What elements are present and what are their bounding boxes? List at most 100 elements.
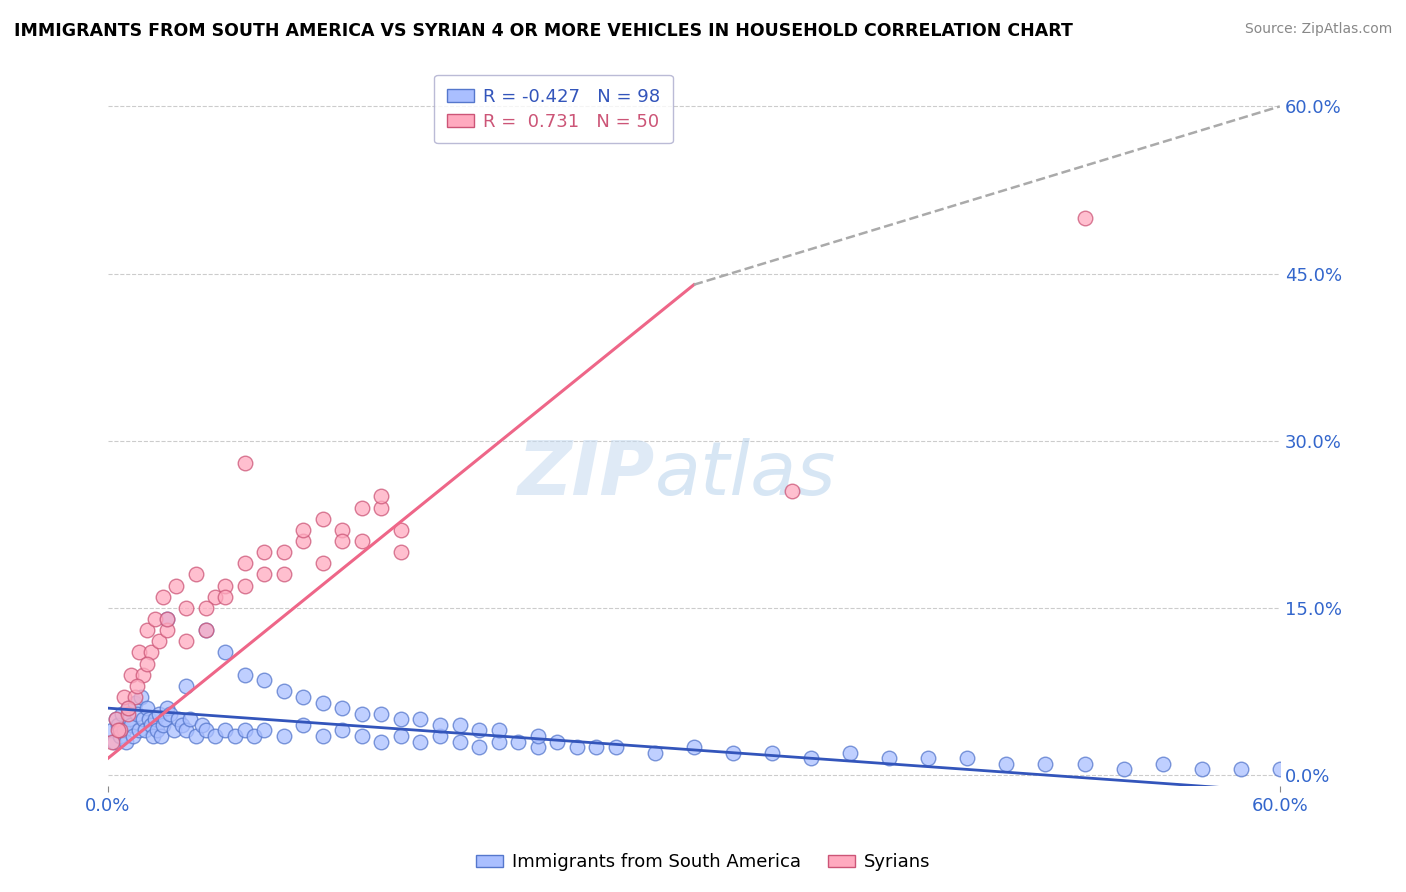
Point — [292, 523, 315, 537]
Point — [155, 623, 177, 637]
Point — [565, 740, 588, 755]
Point — [163, 723, 186, 738]
Point — [233, 667, 256, 681]
Point — [155, 701, 177, 715]
Point — [546, 734, 568, 748]
Point — [877, 751, 900, 765]
Point — [155, 612, 177, 626]
Point — [127, 706, 149, 721]
Point — [194, 600, 217, 615]
Point — [350, 729, 373, 743]
Point — [174, 723, 197, 738]
Point — [312, 556, 335, 570]
Point — [139, 718, 162, 732]
Point — [128, 645, 150, 659]
Point — [350, 706, 373, 721]
Point — [526, 740, 548, 755]
Point — [134, 723, 156, 738]
Point — [132, 667, 155, 681]
Point — [243, 729, 266, 743]
Point — [107, 718, 129, 732]
Point — [104, 712, 127, 726]
Point — [449, 718, 471, 732]
Point — [585, 740, 607, 755]
Point — [468, 740, 491, 755]
Text: Source: ZipAtlas.com: Source: ZipAtlas.com — [1244, 22, 1392, 37]
Point — [330, 533, 353, 548]
Point — [1268, 763, 1291, 777]
Point — [330, 523, 353, 537]
Point — [143, 612, 166, 626]
Point — [194, 723, 217, 738]
Point — [253, 567, 276, 582]
Point — [330, 701, 353, 715]
Point — [292, 718, 315, 732]
Point — [108, 729, 131, 743]
Point — [118, 712, 141, 726]
Point — [839, 746, 862, 760]
Point — [350, 533, 373, 548]
Point — [761, 746, 783, 760]
Point — [488, 723, 510, 738]
Point — [120, 667, 142, 681]
Point — [120, 718, 142, 732]
Point — [508, 734, 530, 748]
Point — [1035, 756, 1057, 771]
Point — [117, 701, 139, 715]
Point — [1229, 763, 1251, 777]
Point — [179, 712, 201, 726]
Point — [224, 729, 246, 743]
Point — [956, 751, 979, 765]
Point — [148, 634, 170, 648]
Point — [429, 718, 451, 732]
Point — [370, 734, 392, 748]
Point — [112, 723, 135, 738]
Point — [155, 612, 177, 626]
Point — [128, 723, 150, 738]
Point — [101, 723, 124, 738]
Point — [174, 634, 197, 648]
Point — [146, 723, 169, 738]
Point — [312, 512, 335, 526]
Text: IMMIGRANTS FROM SOUTH AMERICA VS SYRIAN 4 OR MORE VEHICLES IN HOUSEHOLD CORRELAT: IMMIGRANTS FROM SOUTH AMERICA VS SYRIAN … — [14, 22, 1073, 40]
Point — [468, 723, 491, 738]
Point — [995, 756, 1018, 771]
Point — [389, 545, 412, 559]
Point — [1112, 763, 1135, 777]
Point — [124, 690, 146, 704]
Point — [273, 567, 295, 582]
Point — [153, 712, 176, 726]
Point — [330, 723, 353, 738]
Point — [389, 523, 412, 537]
Point — [370, 500, 392, 515]
Point — [526, 729, 548, 743]
Point — [167, 712, 190, 726]
Text: atlas: atlas — [655, 438, 837, 510]
Point — [312, 729, 335, 743]
Point — [172, 718, 194, 732]
Point — [214, 723, 236, 738]
Text: ZIP: ZIP — [517, 438, 655, 510]
Point — [1073, 211, 1095, 225]
Point — [104, 712, 127, 726]
Point — [152, 590, 174, 604]
Point — [103, 734, 125, 748]
Point — [389, 729, 412, 743]
Legend: R = -0.427   N = 98, R =  0.731   N = 50: R = -0.427 N = 98, R = 0.731 N = 50 — [434, 75, 672, 144]
Point — [409, 712, 432, 726]
Point — [136, 623, 159, 637]
Point — [233, 578, 256, 592]
Point — [127, 679, 149, 693]
Point — [142, 729, 165, 743]
Point — [132, 712, 155, 726]
Point — [780, 483, 803, 498]
Point — [350, 500, 373, 515]
Point — [917, 751, 939, 765]
Point — [114, 734, 136, 748]
Point — [138, 712, 160, 726]
Point — [292, 690, 315, 704]
Point — [233, 556, 256, 570]
Point — [107, 723, 129, 738]
Point — [117, 701, 139, 715]
Point — [165, 578, 187, 592]
